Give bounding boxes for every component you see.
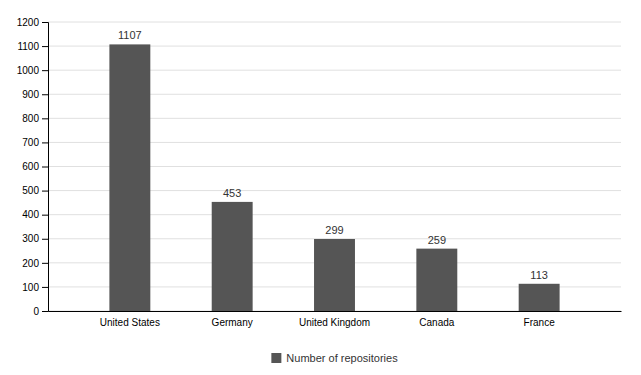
grid: [48, 22, 621, 311]
bar: [109, 44, 150, 311]
chart: 0 100 200 300 400 500 600 700 800 900 1000 1100 1200…: [0, 0, 641, 375]
bar: [519, 284, 560, 311]
y-tick-label: 1000: [17, 65, 40, 76]
data-label: 299: [325, 224, 343, 236]
y-tick-label: 1100: [17, 41, 39, 52]
y-tick: 800: [22, 113, 48, 124]
y-tick: 700: [22, 137, 48, 148]
grid-line: [48, 22, 621, 23]
y-tick: 0: [33, 306, 48, 317]
data-label: 113: [530, 269, 548, 281]
x-tick: Canada: [419, 317, 454, 328]
y-tick: 900: [22, 89, 48, 100]
y-tick-mark: [42, 263, 48, 264]
y-tick-mark: [42, 142, 48, 143]
bar: [416, 249, 457, 311]
y-tick-label: 300: [22, 233, 39, 244]
y-tick: 600: [22, 161, 48, 172]
x-tick-label: France: [524, 317, 556, 328]
y-tick-label: 100: [22, 282, 39, 293]
data-label: 259: [428, 234, 446, 246]
x-tick-label: Canada: [419, 317, 454, 328]
x-tick: Germany: [212, 317, 253, 328]
y-tick-label: 600: [22, 161, 39, 172]
y-tick-mark: [42, 311, 48, 312]
x-axis-line: [49, 311, 622, 312]
y-tick-mark: [42, 118, 48, 119]
y-tick-mark: [42, 191, 48, 192]
y-tick-label: 0: [33, 306, 39, 317]
x-tick: United States: [100, 317, 160, 328]
y-tick-mark: [42, 70, 48, 71]
y-tick: 1100: [17, 41, 48, 52]
y-tick: 1000: [17, 65, 48, 76]
y-tick: 300: [22, 233, 48, 244]
plot: 0 100 200 300 400 500 600 700 800 900 1000 1100 1200…: [17, 17, 622, 328]
data-label: 453: [223, 187, 241, 199]
y-tick: 200: [22, 258, 48, 269]
x-tick: United Kingdom: [299, 317, 370, 328]
y-tick-label: 700: [22, 137, 39, 148]
data-labels: 1107 453 299 259 113: [118, 29, 548, 280]
y-tick-mark: [42, 22, 48, 23]
y-tick: 500: [22, 185, 48, 196]
y-tick: 400: [22, 209, 48, 220]
x-tick: France: [524, 317, 556, 328]
legend: Number of repositories: [271, 352, 398, 364]
y-tick-mark: [42, 167, 48, 168]
y-tick-label: 800: [22, 113, 39, 124]
legend-label: Number of repositories: [286, 352, 398, 364]
y-tick-label: 1200: [17, 17, 40, 28]
y-axis-line: [42, 23, 49, 312]
y-tick-label: 900: [22, 89, 39, 100]
y-tick-mark: [42, 239, 48, 240]
y-tick: 100: [22, 282, 48, 293]
bar: [314, 239, 355, 311]
y-tick-label: 400: [22, 209, 39, 220]
x-tick-label: Germany: [212, 317, 253, 328]
y-tick-label: 200: [22, 258, 39, 269]
x-tick-label: United Kingdom: [299, 317, 370, 328]
y-tick: 1200: [17, 17, 48, 28]
x-tick-label: United States: [100, 317, 160, 328]
y-tick-mark: [42, 287, 48, 288]
y-tick-mark: [42, 94, 48, 95]
bars: [109, 44, 559, 311]
y-tick-mark: [42, 46, 48, 47]
data-label: 1107: [118, 29, 142, 41]
bar: [212, 202, 253, 311]
y-tick-label: 500: [22, 185, 39, 196]
y-tick-mark: [42, 215, 48, 216]
y-axis: 0 100 200 300 400 500 600 700 800 900 1000 1100 1200: [17, 17, 49, 317]
legend-swatch: [271, 353, 281, 363]
x-axis: United States Germany United Kingdom Canada…: [49, 312, 622, 329]
